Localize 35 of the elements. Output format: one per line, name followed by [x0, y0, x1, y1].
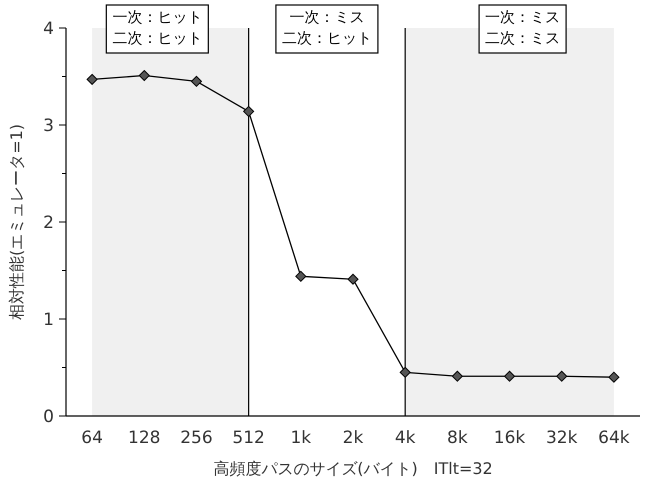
point	[400, 366, 411, 378]
point	[348, 274, 358, 285]
x-tick-label: 8k	[447, 428, 468, 448]
point	[86, 74, 98, 85]
point	[556, 370, 568, 382]
y-tick-label: 1	[43, 310, 54, 330]
x-tick-label: 32k	[546, 428, 578, 448]
annotation: 二次：ヒット	[112, 29, 202, 47]
point	[608, 372, 620, 383]
annotation: 二次：ミス	[485, 29, 560, 47]
point	[138, 70, 150, 82]
x-axis-title: 高頻度パスのサイズ(バイト) ITlt=32	[213, 459, 493, 478]
x-tick-label: 64k	[598, 428, 630, 448]
y-tick-label: 2	[43, 213, 54, 233]
point	[190, 76, 202, 87]
y-axis-title: 相対性能(エミュレータ=1)	[7, 124, 26, 320]
point	[452, 370, 463, 382]
x-tick-label: 128	[128, 428, 160, 448]
point	[243, 106, 254, 117]
annotation: 二次：ヒット	[282, 29, 372, 47]
point	[295, 270, 306, 282]
x-tick-label: 256	[180, 428, 213, 448]
x-tick-label: 512	[232, 428, 265, 448]
y-tick-label: 3	[43, 116, 54, 136]
x-tick-label: 16k	[494, 428, 526, 448]
text: 一次：ヒット	[112, 8, 202, 26]
x-tick-label: 4k	[394, 428, 416, 448]
text: 一次：ミス	[485, 8, 560, 26]
x-tick-label: 1k	[290, 428, 312, 448]
x-tick-label: 64	[81, 428, 103, 448]
y-tick-label: 0	[43, 407, 54, 427]
text: 一次：ミス	[289, 8, 364, 26]
point	[504, 370, 516, 382]
y-tick-label: 4	[43, 19, 54, 39]
x-tick-label: 2k	[342, 428, 364, 448]
